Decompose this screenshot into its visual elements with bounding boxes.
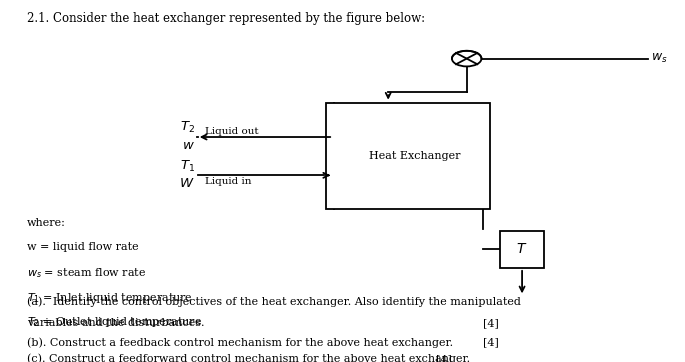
Text: (c). Construct a feedforward control mechanism for the above heat exchanger.: (c). Construct a feedforward control mec… bbox=[27, 354, 470, 362]
Text: [4]: [4] bbox=[484, 318, 499, 328]
Text: $T$: $T$ bbox=[516, 242, 527, 256]
Text: [4]: [4] bbox=[436, 354, 452, 362]
Text: $w_s$: $w_s$ bbox=[651, 52, 668, 65]
Text: Liquid in: Liquid in bbox=[205, 177, 251, 186]
Text: Heat Exchanger: Heat Exchanger bbox=[369, 151, 460, 161]
Bar bbox=[500, 231, 544, 268]
Circle shape bbox=[452, 51, 482, 66]
Text: variables and the disturbances.: variables and the disturbances. bbox=[27, 318, 205, 328]
Text: (b). Construct a feedback control mechanism for the above heat exchanger.: (b). Construct a feedback control mechan… bbox=[27, 337, 453, 348]
Text: $w$: $w$ bbox=[182, 139, 195, 152]
Text: $W$: $W$ bbox=[179, 177, 195, 190]
Text: $T_2$ = Outlet liquid temperature: $T_2$ = Outlet liquid temperature bbox=[27, 315, 202, 329]
Text: Liquid out: Liquid out bbox=[205, 127, 258, 136]
Text: w = liquid flow rate: w = liquid flow rate bbox=[27, 243, 138, 252]
Text: $T_1$: $T_1$ bbox=[179, 159, 195, 173]
Text: [4]: [4] bbox=[484, 337, 499, 347]
Text: $w_s$ = steam flow rate: $w_s$ = steam flow rate bbox=[27, 266, 146, 280]
Text: $T_1$ = Inlet liquid temperature: $T_1$ = Inlet liquid temperature bbox=[27, 291, 193, 304]
Text: 2.1. Consider the heat exchanger represented by the figure below:: 2.1. Consider the heat exchanger represe… bbox=[27, 13, 425, 25]
Text: where:: where: bbox=[27, 218, 66, 228]
Bar bbox=[325, 103, 490, 209]
Text: (a).  Identify the control objectives of the heat exchanger. Also identify the m: (a). Identify the control objectives of … bbox=[27, 296, 521, 307]
Text: $T_2$: $T_2$ bbox=[180, 120, 195, 135]
